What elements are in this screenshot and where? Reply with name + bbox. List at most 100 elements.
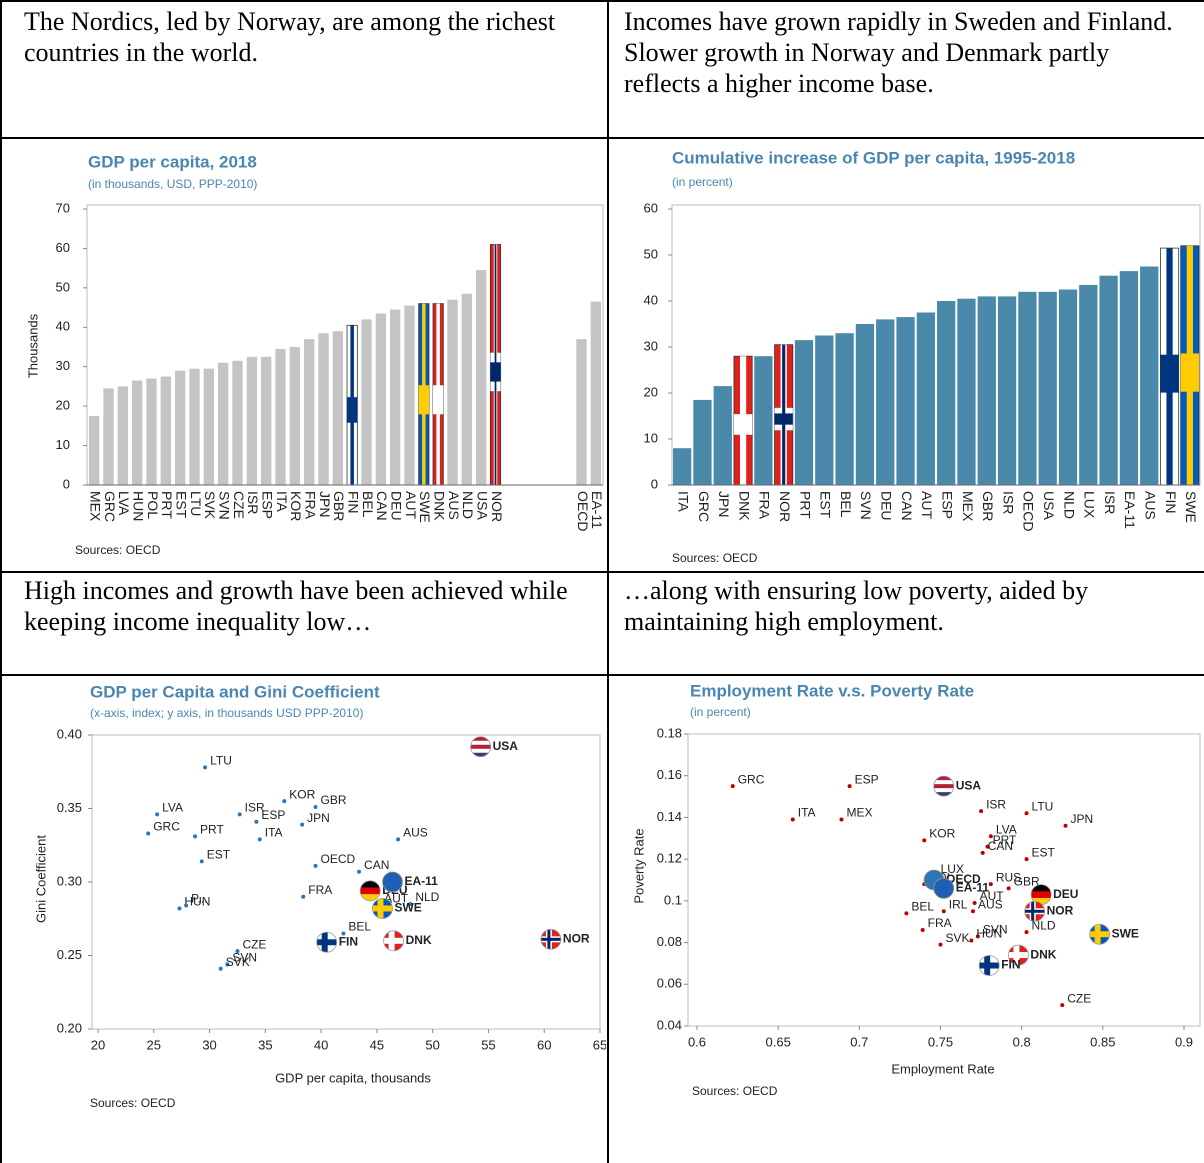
- y-tick-label: 0.18: [657, 725, 682, 740]
- flag: [382, 872, 403, 892]
- x-tick-label: SWE: [417, 491, 433, 523]
- y-tick-label: 50: [644, 246, 658, 261]
- point: [988, 882, 993, 887]
- bar: [937, 301, 956, 485]
- point: [790, 817, 795, 822]
- flag-outline: [540, 928, 562, 950]
- point: [730, 784, 735, 789]
- x-tick-label: 0.8: [1013, 1034, 1031, 1049]
- chart: GDP per capita, 2018 (in thousands, USD,…: [25, 152, 605, 557]
- bar: [916, 312, 935, 485]
- point-label: GBR: [321, 793, 347, 807]
- x-tick-label: ESP: [939, 491, 955, 519]
- x-tick-label: DNK: [431, 491, 447, 521]
- flag-stripe: [933, 776, 954, 781]
- y-tick-label: 50: [56, 279, 70, 294]
- x-tick-label: OECD: [575, 491, 591, 531]
- point-label: DNK: [1030, 947, 1056, 961]
- bar: [447, 299, 458, 485]
- x-tick-label: SVN: [216, 491, 232, 520]
- border: [0, 0, 1204, 2]
- point-label: AUS: [403, 826, 428, 840]
- point-label: HUN: [976, 927, 1002, 941]
- point-label: ESP: [261, 808, 285, 822]
- bar: [103, 388, 114, 485]
- point-label: GBR: [1014, 875, 1040, 889]
- flag: [1008, 945, 1029, 966]
- bar: [275, 348, 286, 485]
- border: [607, 0, 609, 1163]
- point-label: ISR: [245, 801, 265, 815]
- cell-text: High incomes and growth have been achiev…: [24, 576, 568, 636]
- point-label: NLD: [1032, 918, 1056, 932]
- x-tick-label: GRC: [696, 491, 712, 522]
- flag-cross: [1031, 901, 1035, 922]
- x-tick-label: ESP: [259, 491, 275, 519]
- y-tick-label: 30: [56, 358, 70, 373]
- flag: [383, 930, 404, 951]
- x-tick-label: GBR: [980, 491, 996, 521]
- chart-title: Employment Rate v.s. Poverty Rate: [690, 681, 974, 700]
- point-label: DNK: [406, 933, 432, 947]
- point-label: ISR: [986, 797, 1006, 811]
- chart: Cumulative increase of GDP per capita, 1…: [644, 148, 1201, 565]
- point-label: DEU: [1053, 887, 1078, 901]
- x-tick-label: KOR: [288, 491, 304, 521]
- flag-stripe: [1031, 891, 1052, 899]
- point: [1024, 811, 1029, 816]
- point: [313, 863, 318, 868]
- point-label: FRA: [308, 883, 332, 897]
- point-label: LTU: [210, 754, 232, 768]
- y-tick-label: 10: [644, 430, 658, 445]
- bar: [1119, 271, 1139, 485]
- flag-stripe: [470, 748, 491, 754]
- bar: [957, 298, 976, 485]
- x-tick-label: 65: [593, 1037, 606, 1052]
- bar: [203, 368, 214, 485]
- x-tick-label: EST: [173, 491, 189, 519]
- point: [922, 838, 927, 843]
- border: [0, 0, 2, 1163]
- point: [146, 831, 151, 836]
- bar: [713, 386, 732, 485]
- x-tick-label: 0.75: [928, 1034, 953, 1049]
- flag-cross: [388, 930, 395, 951]
- x-tick-label: ISR: [245, 491, 261, 514]
- point-label: SWE: [1112, 926, 1139, 940]
- x-tick-label: 35: [258, 1037, 272, 1052]
- flag-stripe: [1031, 897, 1052, 905]
- x-tick-label: ITA: [274, 491, 290, 512]
- point-label: USA: [493, 739, 519, 753]
- flag: [360, 880, 381, 901]
- flag-cross: [774, 413, 793, 425]
- point-label: OECD: [946, 872, 981, 886]
- point: [985, 844, 990, 849]
- flag-cross: [321, 932, 328, 953]
- x-tick-label: AUS: [446, 491, 462, 520]
- point-label: MEX: [846, 806, 872, 820]
- point-label: P...: [191, 892, 207, 906]
- bar: [390, 309, 401, 485]
- x-tick-label: 45: [370, 1037, 384, 1052]
- y-tick-label: 0: [63, 476, 70, 491]
- point: [357, 869, 362, 874]
- point-label: LVA: [162, 801, 183, 815]
- point: [235, 949, 240, 954]
- bar: [1038, 291, 1057, 485]
- chart-subtitle: (in percent): [690, 705, 751, 719]
- point-label: AUT: [980, 889, 1005, 903]
- point-label: SWE: [394, 901, 421, 915]
- bar: [289, 347, 300, 485]
- bar: [461, 293, 472, 485]
- x-tick-label: CAN: [899, 491, 915, 521]
- flag-cross: [984, 955, 991, 976]
- y-tick-label: 60: [644, 200, 658, 215]
- bar: [117, 386, 128, 485]
- chart-subtitle: (in percent): [672, 175, 733, 189]
- x-tick-label: 20: [91, 1037, 105, 1052]
- x-tick-label: ISR: [1000, 491, 1016, 514]
- flag-outline: [978, 955, 1000, 976]
- x-tick-label: JPN: [716, 491, 732, 517]
- x-tick-label: 40: [314, 1037, 328, 1052]
- flag-stripe: [933, 878, 954, 899]
